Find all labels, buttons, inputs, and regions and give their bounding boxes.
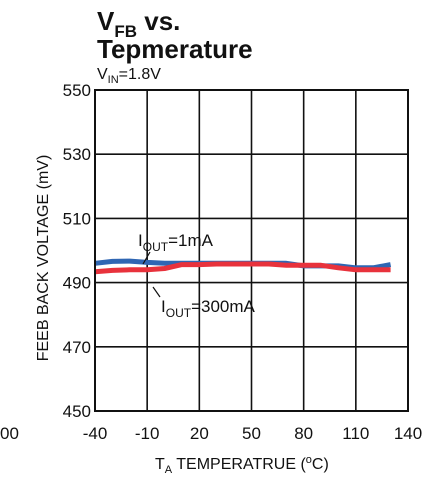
series-label-1ma-value: =1mA [168,231,214,250]
y-axis-label: FEEB BACK VOLTAGE (mV) [35,155,52,362]
series-label-300ma-i: I [161,297,166,316]
chart-title-line1: VFB vs. [97,6,180,41]
y-tick-label: 530 [63,145,91,164]
x-axis-label-t: T [155,456,165,473]
x-tick-label: -40 [83,424,108,443]
series-label-300ma-subscript: OUT [166,306,192,320]
x-axis-label-subscript: A [165,464,173,476]
x-tick-label: 80 [294,424,313,443]
series-layer [94,258,392,275]
chart-subtitle: VIN=1.8V [97,66,161,86]
x-tick-label: 50 [242,424,261,443]
chart-subtitle-value: =1.8V [119,66,162,83]
x-tick-label: 20 [190,424,209,443]
plot-frame [94,89,409,412]
series-label-1ma-subscript: OUT [143,240,169,254]
series-label-leader-300ma [152,286,161,298]
chart-subtitle-v: V [97,66,108,83]
tick-label-layer: 450 470 490 510 530 550 -40 -10 20 50 80 110 140 [63,81,423,443]
grid-layer [95,90,408,411]
chart-title-vs: vs. [137,6,180,36]
series-label-iout-300ma: IOUT=300mA [161,297,256,320]
y-tick-label: 550 [63,81,91,100]
chart-title-subscript: FB [114,22,137,41]
y-tick-label: 470 [63,338,91,357]
x-tick-label: 140 [394,424,422,443]
y-tick-label: 450 [63,402,91,421]
series-label-iout-1ma: IOUT=1mA [138,231,214,254]
x-tick-label: 110 [342,424,369,443]
chart-title-line2: Tepmerature [97,34,253,64]
chart-title-v: V [97,6,115,36]
y-tick-label: 510 [63,209,91,228]
chart-subtitle-subscript: IN [108,74,119,86]
series-line-iout-300ma [94,261,391,275]
x-axis-label-superscript: o [306,454,312,466]
x-axis-label-unit: C) [312,456,329,473]
x-axis-label: TA TEMPERATRUE (oC) [155,454,329,476]
series-label-300ma-value: =300mA [191,297,255,316]
plot-frame-layer [94,89,409,412]
x-tick-label: -10 [135,424,160,443]
series-label-leader-1ma [142,251,151,265]
x-axis-label-text: TEMPERATRUE ( [172,456,306,473]
series-label-1ma-i: I [138,231,143,250]
y-tick-label: 490 [63,274,91,293]
clipped-axis-text: 00 [0,424,19,443]
